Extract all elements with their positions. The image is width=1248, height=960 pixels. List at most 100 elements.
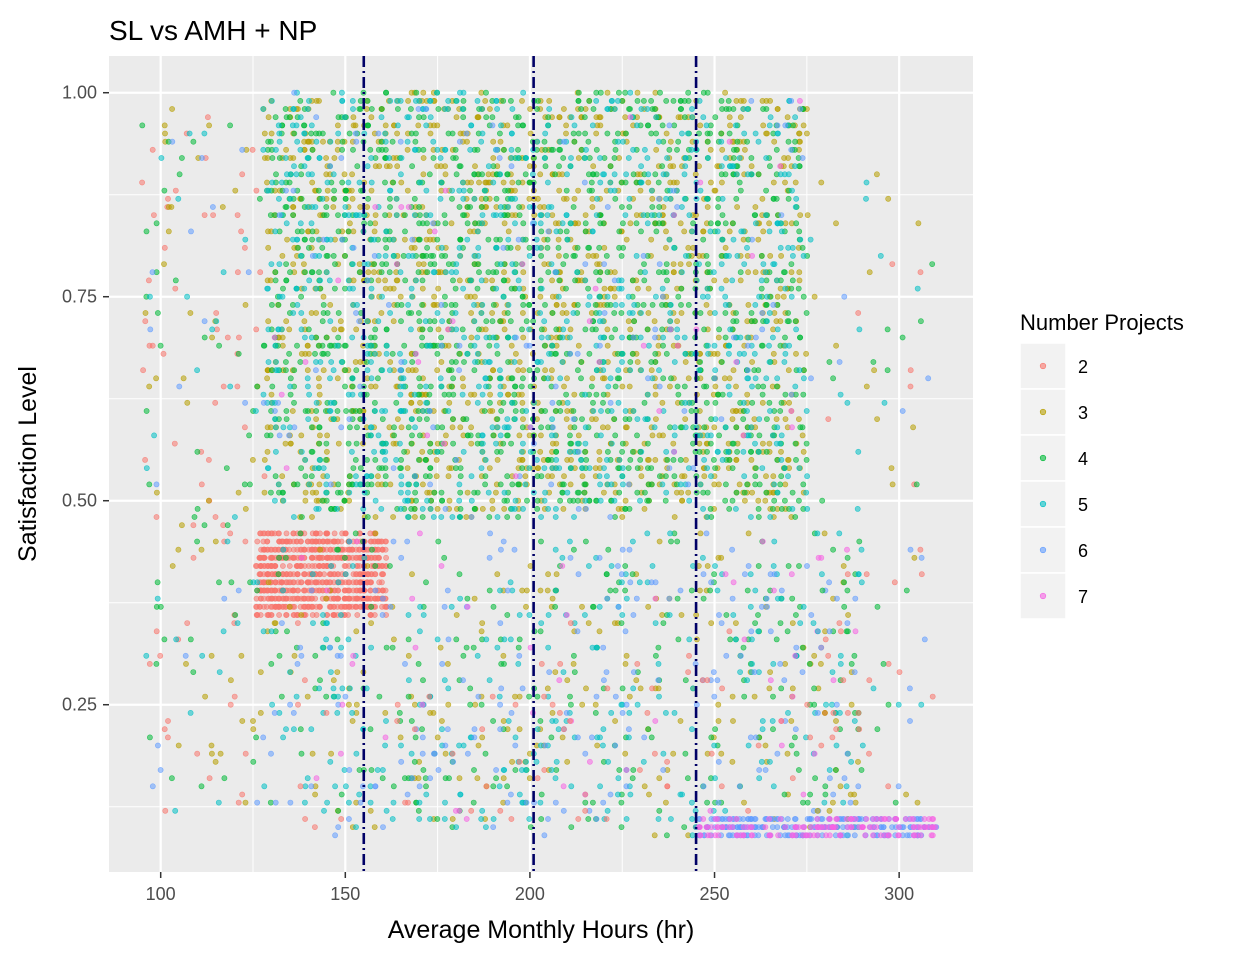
data-point-projects-4 bbox=[319, 342, 326, 349]
data-point-projects-2 bbox=[346, 579, 353, 586]
data-point-projects-4 bbox=[555, 244, 562, 251]
data-point-projects-5 bbox=[758, 277, 765, 284]
data-point-projects-2 bbox=[330, 554, 337, 561]
data-point-projects-5 bbox=[744, 244, 750, 251]
data-point-projects-4 bbox=[763, 301, 770, 308]
data-point-projects-5 bbox=[538, 514, 544, 520]
data-point-projects-3 bbox=[453, 114, 460, 121]
data-point-projects-3 bbox=[804, 212, 811, 218]
data-point-projects-3 bbox=[675, 114, 682, 121]
data-point-projects-4 bbox=[427, 261, 434, 267]
data-point-projects-5 bbox=[290, 310, 297, 316]
data-point-projects-2 bbox=[268, 612, 275, 618]
data-point-projects-5 bbox=[559, 220, 566, 227]
data-point-projects-3 bbox=[327, 301, 334, 308]
data-point-projects-3 bbox=[670, 750, 677, 757]
data-point-projects-3 bbox=[755, 497, 762, 504]
data-point-projects-3 bbox=[472, 701, 479, 708]
data-point-projects-5 bbox=[334, 342, 341, 349]
data-point-projects-2 bbox=[316, 563, 323, 569]
data-point-projects-3 bbox=[316, 391, 323, 398]
data-point-projects-4 bbox=[283, 204, 290, 210]
data-point-projects-5 bbox=[766, 342, 772, 349]
data-point-projects-4 bbox=[519, 293, 526, 300]
data-point-projects-4 bbox=[538, 228, 545, 235]
data-point-projects-4 bbox=[563, 391, 569, 398]
data-point-projects-3 bbox=[674, 318, 680, 325]
data-point-projects-4 bbox=[315, 187, 322, 194]
data-point-projects-4 bbox=[784, 318, 791, 325]
data-point-projects-3 bbox=[567, 481, 574, 488]
data-point-projects-5 bbox=[790, 252, 796, 259]
data-point-projects-4 bbox=[278, 693, 285, 700]
data-point-projects-4 bbox=[752, 212, 759, 218]
data-point-projects-3 bbox=[697, 122, 704, 129]
data-point-projects-5 bbox=[744, 408, 750, 414]
data-point-projects-4 bbox=[456, 571, 463, 578]
data-point-projects-2 bbox=[319, 579, 326, 586]
data-point-projects-3 bbox=[353, 628, 360, 635]
data-point-projects-2 bbox=[383, 554, 389, 561]
data-point-projects-4 bbox=[302, 473, 309, 480]
data-point-projects-5 bbox=[319, 195, 326, 202]
data-point-projects-3 bbox=[312, 791, 318, 798]
data-point-projects-5 bbox=[705, 350, 711, 357]
data-point-projects-3 bbox=[770, 350, 777, 357]
data-point-projects-2 bbox=[286, 563, 293, 569]
data-point-projects-6 bbox=[290, 187, 297, 194]
data-point-projects-5 bbox=[594, 195, 600, 202]
data-point-projects-5 bbox=[766, 359, 773, 365]
data-point-projects-3 bbox=[489, 497, 496, 504]
data-point-projects-4 bbox=[439, 424, 446, 431]
data-point-projects-4 bbox=[313, 408, 320, 414]
data-point-projects-3 bbox=[833, 718, 839, 724]
data-point-projects-5 bbox=[638, 448, 645, 455]
data-point-projects-5 bbox=[490, 179, 497, 186]
data-point-projects-5 bbox=[663, 171, 670, 178]
data-point-projects-5 bbox=[386, 187, 393, 194]
data-point-projects-4 bbox=[671, 122, 678, 129]
data-point-projects-5 bbox=[623, 171, 629, 178]
data-point-projects-4 bbox=[570, 130, 577, 137]
data-point-projects-5 bbox=[493, 244, 500, 251]
data-point-projects-4 bbox=[369, 546, 375, 553]
data-point-projects-4 bbox=[412, 489, 418, 496]
data-point-projects-4 bbox=[493, 269, 500, 276]
data-point-projects-4 bbox=[402, 228, 408, 235]
data-point-projects-7 bbox=[424, 432, 431, 439]
data-point-projects-5 bbox=[464, 236, 471, 243]
data-point-projects-2 bbox=[357, 579, 364, 586]
data-point-projects-5 bbox=[364, 163, 371, 170]
data-point-projects-4 bbox=[588, 383, 595, 390]
data-point-projects-5 bbox=[365, 261, 372, 267]
data-point-projects-5 bbox=[756, 293, 762, 300]
data-point-projects-5 bbox=[612, 301, 619, 308]
data-point-projects-3 bbox=[590, 163, 597, 170]
data-point-projects-5 bbox=[497, 432, 504, 439]
data-point-projects-5 bbox=[302, 456, 309, 463]
data-point-projects-3 bbox=[387, 481, 394, 488]
data-point-projects-3 bbox=[555, 236, 562, 243]
data-point-projects-5 bbox=[394, 122, 401, 129]
data-point-projects-3 bbox=[317, 546, 324, 553]
data-point-projects-4 bbox=[504, 171, 511, 178]
data-point-projects-5 bbox=[397, 505, 404, 512]
data-point-projects-3 bbox=[368, 114, 375, 121]
data-point-projects-4 bbox=[267, 138, 274, 145]
data-point-projects-4 bbox=[785, 310, 791, 316]
data-point-projects-5 bbox=[626, 195, 633, 202]
data-point-projects-2 bbox=[339, 530, 345, 537]
data-point-projects-3 bbox=[570, 661, 577, 667]
data-point-projects-4 bbox=[619, 204, 625, 210]
data-point-projects-4 bbox=[431, 318, 438, 325]
data-point-projects-4 bbox=[448, 359, 455, 365]
data-point-projects-4 bbox=[364, 456, 370, 463]
data-point-projects-3 bbox=[840, 563, 847, 569]
data-point-projects-5 bbox=[368, 375, 375, 382]
data-point-projects-3 bbox=[575, 432, 582, 439]
data-point-projects-4 bbox=[678, 106, 684, 112]
data-point-projects-5 bbox=[500, 293, 507, 300]
data-point-projects-5 bbox=[618, 277, 625, 284]
data-point-projects-6 bbox=[320, 236, 327, 243]
data-point-projects-4 bbox=[726, 456, 733, 463]
